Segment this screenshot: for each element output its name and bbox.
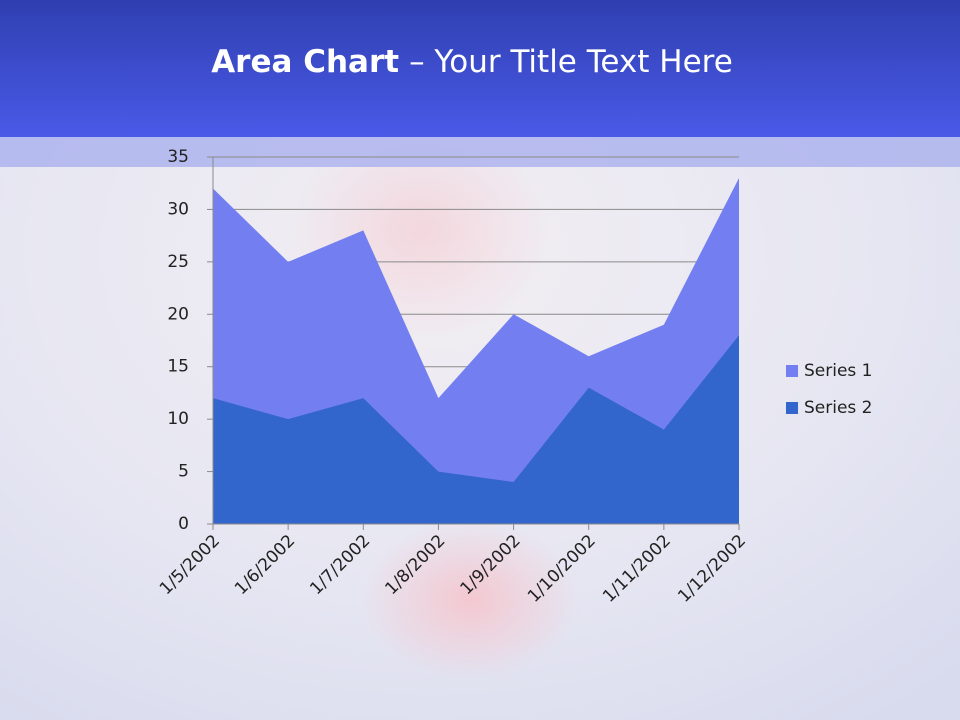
y-tick-label: 5: [178, 462, 189, 482]
header-strip: [0, 137, 960, 167]
slide-title: Area Chart – Your Title Text Here: [211, 44, 733, 80]
header-band: [0, 0, 960, 137]
y-tick-label: 35: [167, 147, 189, 167]
legend-label: Series 2: [804, 398, 873, 418]
y-tick-label: 10: [167, 409, 189, 429]
area: [213, 335, 739, 524]
title-rest: – Your Title Text Here: [409, 44, 733, 80]
y-tick-label: 0: [178, 514, 189, 534]
background-blur: [360, 520, 580, 680]
legend-swatch: [786, 402, 798, 414]
y-tick-label: 25: [167, 252, 189, 272]
legend-label: Series 1: [804, 361, 873, 381]
y-tick-label: 20: [167, 304, 189, 324]
title-bold: Area Chart: [211, 44, 399, 80]
y-tick-label: 15: [167, 357, 189, 377]
y-tick-label: 30: [167, 199, 189, 219]
legend-swatch: [786, 365, 798, 377]
